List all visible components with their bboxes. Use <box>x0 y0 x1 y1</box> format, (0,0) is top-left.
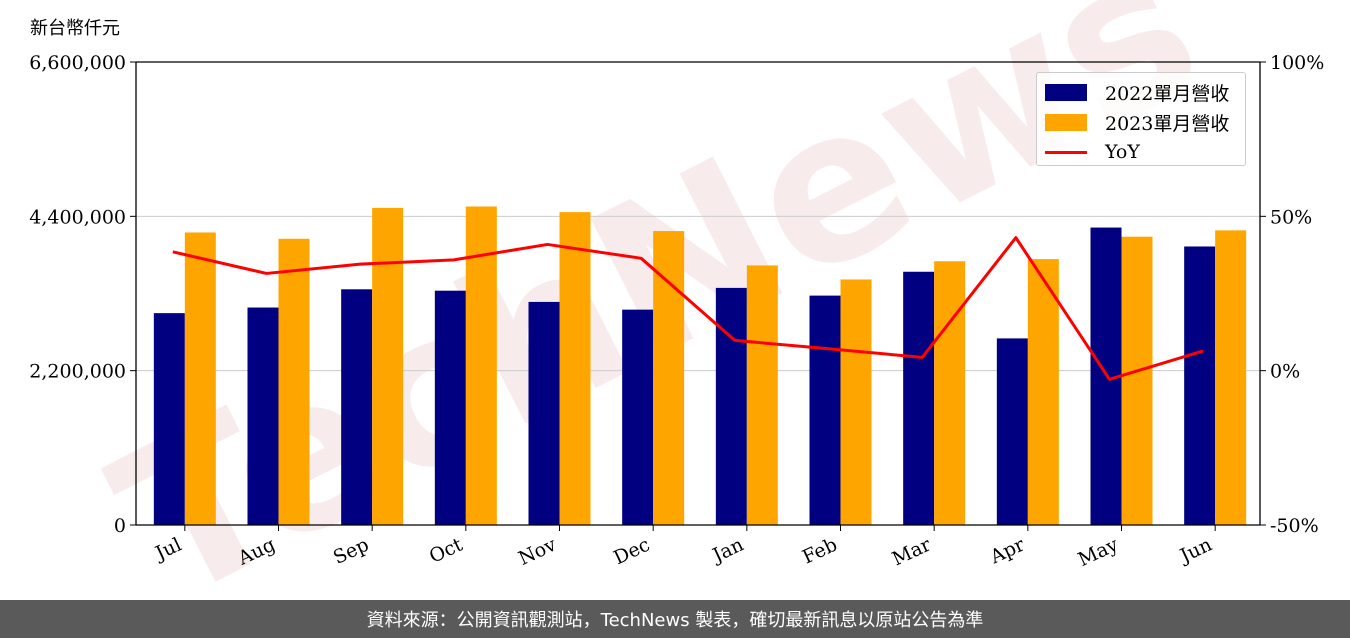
bar-2022-jun <box>1184 246 1216 526</box>
x-tick-label: Dec <box>610 534 653 570</box>
y-left-tick-label: 0 <box>114 515 126 537</box>
bar-2022-apr <box>996 338 1028 525</box>
y-left-tick-label: 6,600,000 <box>29 52 126 74</box>
legend-label-2023: 2023單月營收 <box>1105 112 1230 135</box>
legend-line-yoy <box>1045 150 1087 154</box>
bar-2022-jan <box>715 287 747 525</box>
y-right-tick-label: 100% <box>1270 52 1324 74</box>
y-axis-unit-label: 新台幣仟元 <box>30 18 120 39</box>
x-tick-label: Mar <box>889 533 935 570</box>
x-tick-label: Jun <box>1175 534 1215 568</box>
legend-label-yoy: YoY <box>1105 141 1140 163</box>
axes <box>130 61 1266 531</box>
bar-2023-oct <box>465 206 497 525</box>
y-right-tick-label: 50% <box>1270 206 1312 228</box>
bar-2023-aug <box>278 238 310 526</box>
x-tick-label: Nov <box>515 533 560 569</box>
bar-2023-feb <box>840 279 872 525</box>
bar-2023-may <box>1121 236 1153 525</box>
legend-item-2022: 2022單月營收 <box>1045 77 1237 107</box>
bar-2023-nov <box>559 212 591 525</box>
x-tick-label: Apr <box>986 533 1029 569</box>
bar-2022-dec <box>622 309 654 525</box>
legend-item-2023: 2023單月營收 <box>1045 107 1237 137</box>
legend-swatch-2023 <box>1045 113 1087 131</box>
bar-2023-apr <box>1027 259 1059 525</box>
bar-2023-sep <box>372 207 404 525</box>
bar-2022-jul <box>153 313 185 525</box>
legend-swatch-2022 <box>1045 83 1087 101</box>
bar-2022-sep <box>341 289 373 525</box>
y-right-tick-label: 0% <box>1270 361 1300 383</box>
y-left-tick-label: 4,400,000 <box>29 206 126 228</box>
bar-2022-feb <box>809 295 841 525</box>
x-tick-label: Oct <box>426 533 466 567</box>
source-footer: 資料來源：公開資訊觀測站，TechNews 製表，確切最新訊息以原站公告為準 <box>0 600 1350 638</box>
bar-2022-mar <box>903 271 935 525</box>
bar-2022-aug <box>247 307 279 525</box>
bar-2023-dec <box>653 231 685 525</box>
legend-item-yoy: YoY <box>1045 137 1237 167</box>
legend-label-2022: 2022單月營收 <box>1105 82 1230 105</box>
x-tick-label: Jan <box>708 534 747 568</box>
gridlines <box>136 215 1260 372</box>
bar-2022-nov <box>528 301 560 525</box>
y-left-tick-label: 2,200,000 <box>29 361 126 383</box>
bar-2023-jul <box>184 232 216 525</box>
bar-2022-oct <box>434 290 466 525</box>
x-tick-label: May <box>1075 533 1122 571</box>
x-tick-label: Feb <box>799 534 841 569</box>
legend: 2022單月營收 2023單月營收 YoY <box>1036 72 1246 166</box>
bar-2023-jun <box>1215 230 1247 525</box>
y-right-tick-label: -50% <box>1270 515 1319 537</box>
bars <box>153 206 1247 526</box>
yoy-line-layer <box>172 236 1204 381</box>
bar-2023-mar <box>934 261 966 525</box>
yoy-line <box>172 236 1204 381</box>
bar-2023-jan <box>746 265 778 525</box>
